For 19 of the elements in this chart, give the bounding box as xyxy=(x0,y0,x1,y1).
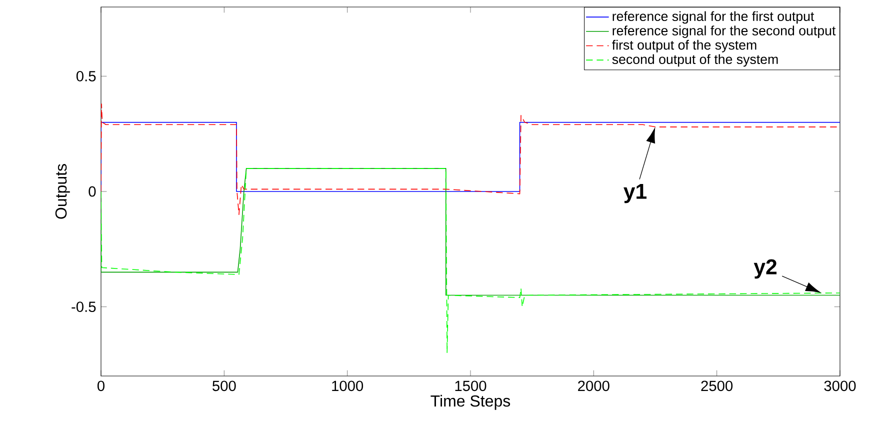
x-tick-label: 500 xyxy=(212,380,236,392)
x-tick-label: 3000 xyxy=(824,380,856,392)
legend-label: first output of the system xyxy=(612,40,756,52)
y-tick-label: -0.5 xyxy=(72,302,96,312)
x-tick-label: 1500 xyxy=(455,380,486,392)
annotation: y2 xyxy=(754,259,777,279)
annotation: y1 xyxy=(624,184,647,204)
x-tick-label: 0 xyxy=(97,380,104,392)
x-tick-label: 2000 xyxy=(578,380,610,392)
legend-label: second output of the system xyxy=(612,54,778,67)
legend-label: reference signal for the first output xyxy=(612,11,814,24)
line-series xyxy=(101,168,840,354)
y-axis-title: Outputs xyxy=(55,164,70,219)
y-tick-label: 0 xyxy=(88,186,96,197)
x-tick-label: 2500 xyxy=(701,380,733,392)
x-axis-title: Time Steps xyxy=(430,394,510,410)
legend-label: reference signal for the second output xyxy=(612,26,836,38)
y-tick-label: 0.5 xyxy=(76,70,96,82)
x-tick-label: 1000 xyxy=(332,380,364,392)
